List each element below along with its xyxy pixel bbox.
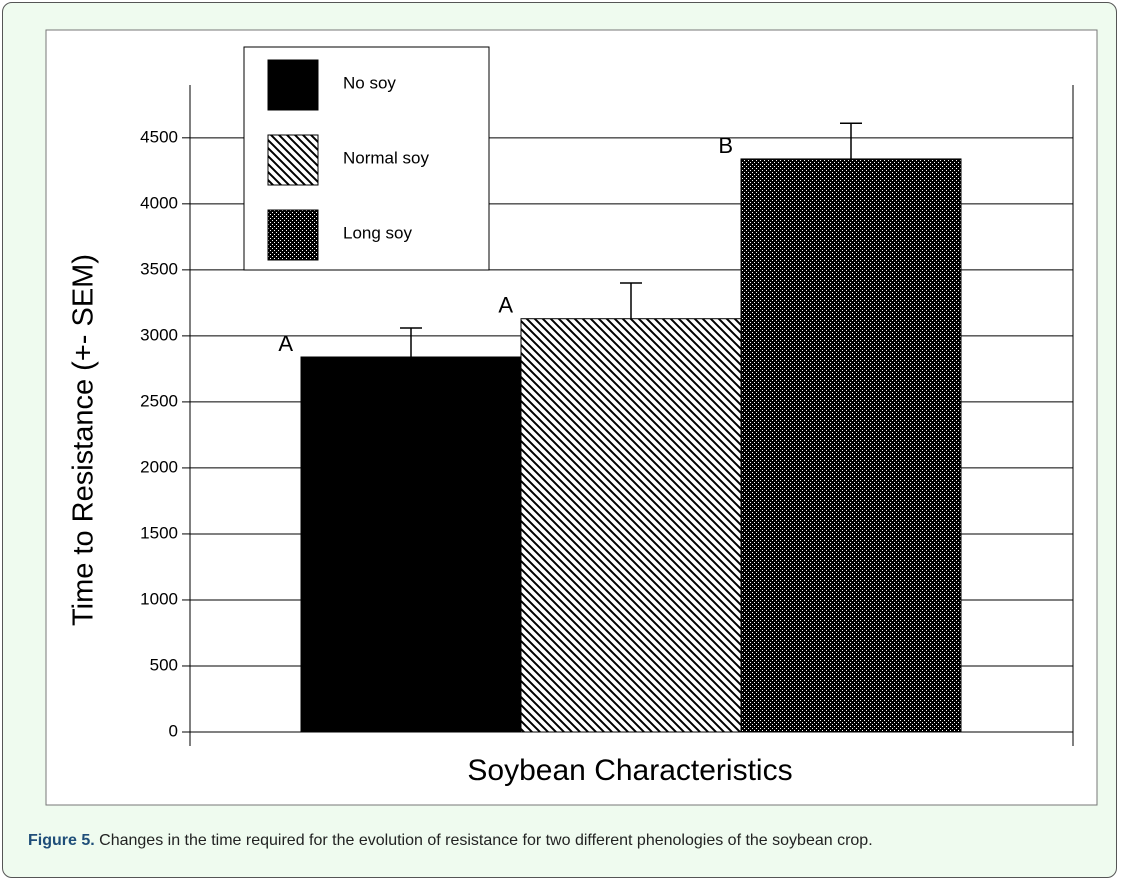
legend-label: No soy <box>343 73 396 92</box>
y-tick-label: 2500 <box>140 391 178 410</box>
bar <box>740 158 962 733</box>
y-tick-label: 4500 <box>140 127 178 146</box>
significance-label: A <box>498 293 513 318</box>
y-tick-label: 1000 <box>140 589 178 608</box>
legend-swatch <box>267 134 319 186</box>
legend-label: Normal soy <box>343 148 429 167</box>
y-tick-label: 3500 <box>140 259 178 278</box>
caption-label: Figure 5. <box>28 832 95 849</box>
y-tick-label: 1500 <box>140 523 178 542</box>
bar <box>520 318 742 733</box>
y-tick-label: 3000 <box>140 325 178 344</box>
significance-label: B <box>718 133 733 158</box>
y-tick-label: 0 <box>169 721 178 740</box>
y-axis-label: Time to Resistance (+- SEM) <box>68 254 100 626</box>
caption-text: Changes in the time required for the evo… <box>99 832 873 849</box>
x-axis-label: Soybean Characteristics <box>467 754 792 787</box>
bar <box>300 356 522 733</box>
significance-label: A <box>278 331 293 356</box>
legend-label: Long soy <box>343 223 412 242</box>
y-tick-label: 500 <box>150 655 178 674</box>
legend-swatch <box>267 59 319 111</box>
y-tick-label: 4000 <box>140 193 178 212</box>
y-tick-label: 2000 <box>140 457 178 476</box>
legend-swatch <box>267 209 319 261</box>
caption: Figure 5. Changes in the time required f… <box>28 832 873 850</box>
chart: Soybean Characteristics Time to Resistan… <box>45 29 1098 806</box>
